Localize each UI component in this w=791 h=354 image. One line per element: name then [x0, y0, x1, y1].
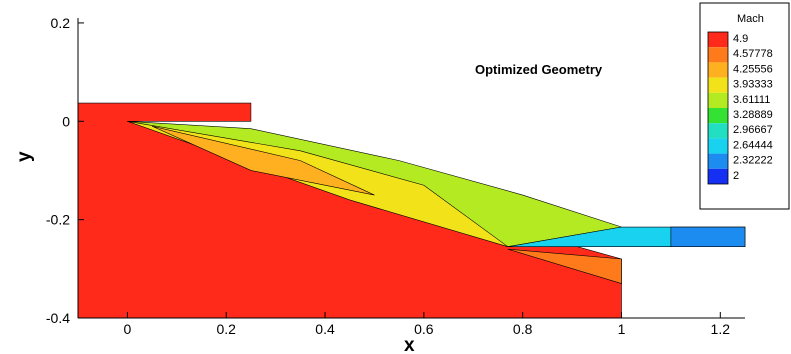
- legend-swatch: [708, 77, 728, 93]
- y-tick-label: 0.2: [51, 15, 71, 31]
- contour-region-3: [151, 125, 375, 196]
- y-tick-label: -0.2: [46, 212, 70, 228]
- legend-title: Mach: [737, 13, 764, 25]
- legend-label: 3.93333: [733, 79, 773, 91]
- x-tick-label: 0.8: [513, 321, 533, 337]
- x-tick-label: 1: [618, 321, 626, 337]
- legend-colorbar-frame: [707, 31, 729, 185]
- legend-swatch: [708, 153, 728, 169]
- legend-swatch: [708, 62, 728, 78]
- x-axis-label: x: [404, 335, 415, 354]
- y-axis-label: y: [14, 151, 35, 162]
- y-tick-label: 0: [62, 113, 70, 129]
- legend-label: 4.57778: [733, 48, 773, 60]
- x-tick-label: 0: [124, 321, 132, 337]
- legend-swatch: [708, 123, 728, 139]
- legend-label: 2: [733, 170, 739, 182]
- legend-label: 2.96667: [733, 124, 773, 136]
- legend-swatch: [708, 108, 728, 124]
- legend-swatch: [708, 138, 728, 154]
- chart-title: Optimized Geometry: [475, 62, 603, 77]
- x-tick-label: 0.6: [414, 321, 434, 337]
- legend-label: 2.32222: [733, 155, 773, 167]
- axes: [77, 18, 745, 319]
- legend-items: 4.9 4.57778 4.25556 3.93333 3.61111 3.28889 2.…: [707, 31, 773, 185]
- x-tick-label: 0.2: [216, 321, 236, 337]
- legend-label: 4.25556: [733, 63, 773, 75]
- x-tick-label: 0.4: [315, 321, 335, 337]
- ticks: 0 0.2 0.4 0.6 0.8 1 1.2 0.2 0 -0.2 -0.4: [46, 15, 730, 337]
- legend-swatch: [708, 168, 728, 184]
- legend-swatch: [708, 47, 728, 63]
- mach-legend: Mach 4.9 4.57778 4.25556 3.93333 3.61111 3.28…: [699, 2, 790, 210]
- legend-label: 3.28889: [733, 109, 773, 121]
- legend-swatch: [708, 92, 728, 108]
- legend-swatch: [708, 32, 728, 48]
- contour-regions: [77, 102, 746, 319]
- legend-label: 2.64444: [733, 139, 773, 151]
- contour-region-6: [670, 226, 746, 247]
- contour-region-4: [507, 248, 622, 284]
- y-tick-label: -0.4: [46, 310, 70, 326]
- x-tick-label: 1.2: [711, 321, 731, 337]
- legend-label: 3.61111: [733, 94, 770, 106]
- legend-label: 4.9: [733, 33, 748, 45]
